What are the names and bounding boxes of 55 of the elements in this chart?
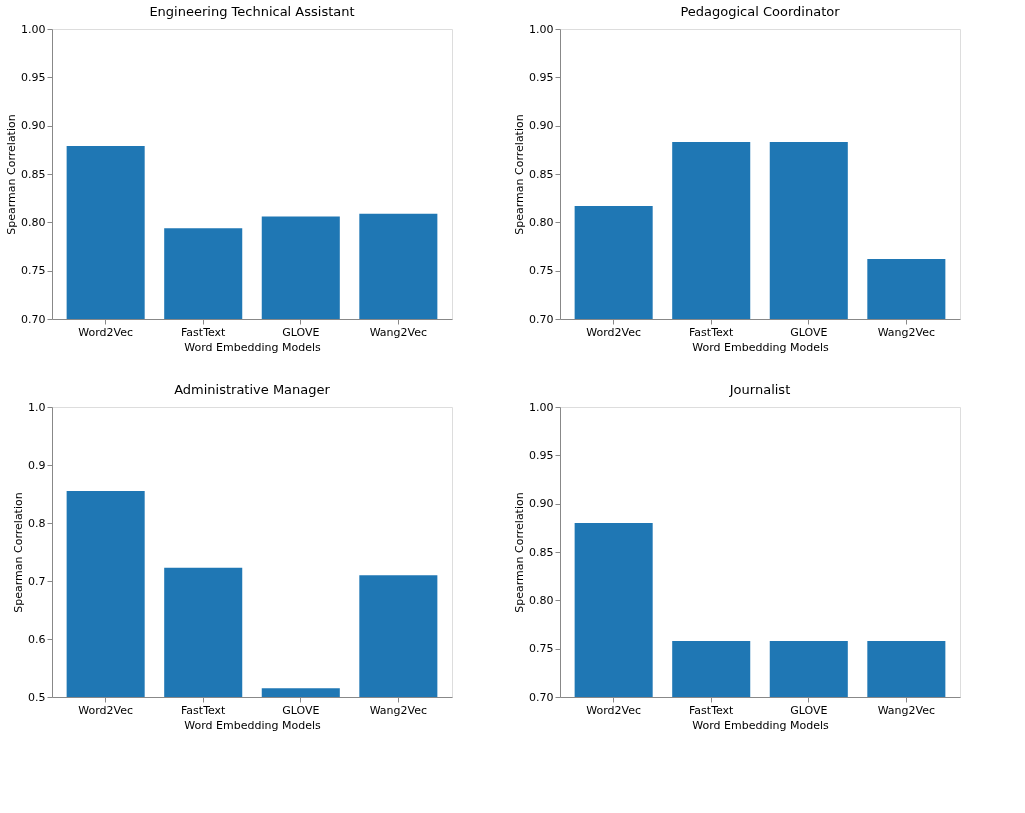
y-tick-label: 0.75 [529,642,554,656]
x-axis-title: Word Embedding Models [692,718,829,732]
chart-title: Engineering Technical Assistant [149,4,355,19]
x-tick-label: Word2Vec [78,703,134,717]
y-tick-label: 0.7 [28,574,46,588]
y-tick-label: 0.90 [21,119,46,133]
chart-title: Pedagogical Coordinator [680,4,841,19]
y-tick-label: 0.90 [529,497,554,511]
y-tick-label: 0.70 [529,690,554,704]
x-tick-label: Word2Vec [586,703,642,717]
y-tick-label: 1.00 [529,22,554,36]
x-tick-label: GLOVE [282,703,320,717]
y-axis-title: Spearman Correlation [12,492,26,613]
x-tick-label: Wang2Vec [369,325,428,339]
x-tick-label: GLOVE [790,325,828,339]
x-axis-title: Word Embedding Models [692,340,829,354]
x-tick-label: Word2Vec [586,325,642,339]
x-tick-label: GLOVE [282,325,320,339]
chart-title: Journalist [728,382,791,397]
y-tick-label: 0.95 [529,448,554,462]
y-tick-label: 0.85 [529,545,554,559]
y-tick-label: 1.00 [529,400,554,414]
y-tick-label: 0.70 [21,312,46,326]
x-tick-label: GLOVE [790,703,828,717]
y-tick-label: 1.00 [21,22,46,36]
y-tick-label: 0.9 [28,458,46,472]
chart-title: Administrative Manager [174,382,331,397]
y-axis-title: Spearman Correlation [5,114,19,235]
y-tick-label: 0.70 [529,312,554,326]
x-tick-label: Wang2Vec [877,325,936,339]
y-tick-label: 0.80 [529,215,554,229]
x-tick-label: Word2Vec [78,325,134,339]
y-tick-label: 0.5 [28,690,46,704]
y-tick-label: 0.95 [529,70,554,84]
x-axis-title: Word Embedding Models [184,340,321,354]
y-tick-label: 0.85 [21,167,46,181]
y-tick-label: 1.0 [28,400,46,414]
y-axis-title: Spearman Correlation [513,492,527,613]
x-tick-label: Wang2Vec [369,703,428,717]
y-tick-label: 0.85 [529,167,554,181]
y-tick-label: 0.8 [28,516,46,530]
x-tick-label: FastText [181,325,227,339]
y-tick-label: 0.75 [21,264,46,278]
y-axis-title: Spearman Correlation [513,114,527,235]
y-tick-label: 0.6 [28,632,46,646]
x-tick-label: FastText [689,703,735,717]
y-tick-label: 0.90 [529,119,554,133]
y-tick-label: 0.80 [21,215,46,229]
y-tick-label: 0.80 [529,593,554,607]
x-tick-label: FastText [181,703,227,717]
y-tick-label: 0.95 [21,70,46,84]
x-axis-title: Word Embedding Models [184,718,321,732]
x-tick-label: Wang2Vec [877,703,936,717]
y-tick-label: 0.75 [529,264,554,278]
x-tick-label: FastText [689,325,735,339]
